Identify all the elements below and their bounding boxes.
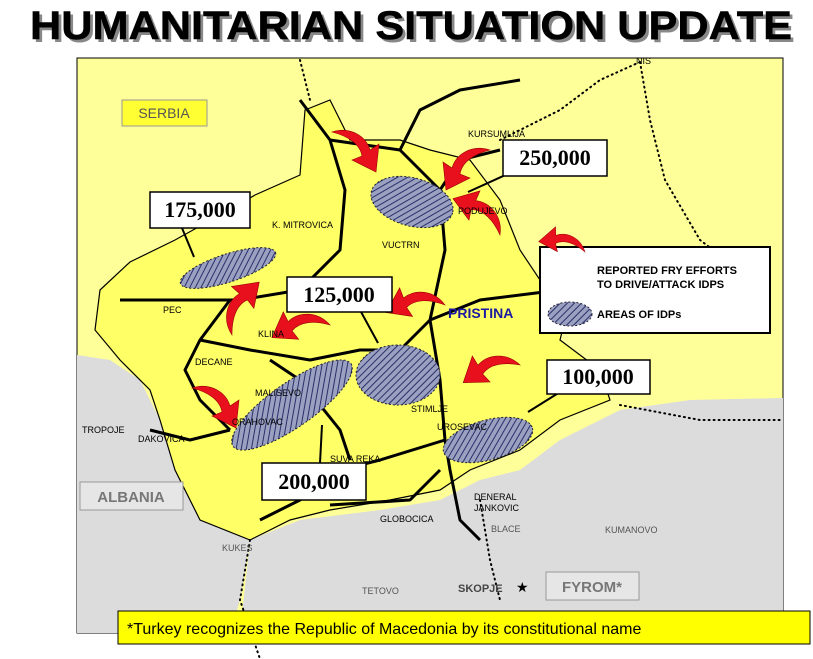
place-label: SKOPJE (458, 583, 503, 595)
idp-count: 175,000 (164, 197, 236, 222)
callout-box (502, 139, 608, 177)
idp-area (370, 175, 454, 229)
place-label: GLOBOCICA (380, 514, 434, 524)
callout-box (546, 359, 651, 395)
place-label: PEC (163, 305, 182, 315)
capital-label: PRISTINA (448, 305, 513, 321)
place-label: SUVA REKA (330, 454, 380, 464)
place-label: TETOVO (362, 586, 399, 596)
place-label: DECANE (195, 357, 233, 367)
title-shadow: HUMANITARIAN SITUATION UPDATE (33, 7, 795, 51)
callout-box (286, 276, 393, 313)
legend-label: REPORTED FRY EFFORTS (597, 265, 737, 277)
legend-idp (547, 301, 593, 327)
callout-box (261, 462, 367, 501)
footnote: *Turkey recognizes the Republic of Maced… (127, 621, 641, 638)
region-box (79, 481, 184, 511)
idp-area (355, 344, 441, 406)
fyrom-area (240, 398, 783, 633)
region-box (545, 571, 640, 601)
place-label: KLINA (258, 329, 284, 339)
idp-count: 200,000 (278, 469, 350, 494)
idp-count: 125,000 (303, 282, 375, 307)
place-label: NIS (636, 56, 651, 66)
place-label: DAKOVICA (138, 434, 185, 444)
place-label: BLACE (491, 524, 521, 534)
place-label: UROSEVAC (437, 422, 487, 432)
region-label: FYROM* (562, 579, 622, 596)
place-label: VUCTRN (382, 240, 420, 250)
footnote-box (117, 610, 811, 645)
star: ★ (516, 579, 529, 595)
border (238, 59, 784, 659)
place-labels: NIS KURSUMLIJA PODUJEVO K. MITROVICA VUC… (82, 56, 658, 596)
place-label: PODUJEVO (458, 206, 508, 216)
region-label: ALBANIA (97, 489, 165, 506)
region-box (121, 99, 208, 127)
idp-area (231, 359, 353, 451)
place-label: DENERAL (474, 492, 517, 502)
place-label: STIMLJE (411, 404, 448, 414)
place-label: KUKES (222, 543, 253, 553)
place-label: KURSUMLIJA (468, 129, 525, 139)
place-label: ORAHOVAC (232, 417, 283, 427)
title: HUMANITARIAN SITUATION UPDATE (30, 4, 792, 48)
place-label: MALISEVO (255, 388, 301, 398)
legend-label: AREAS OF IDPs (597, 309, 681, 321)
idp-count: 250,000 (519, 145, 591, 170)
legend-label: TO DRIVE/ATTACK IDPS (597, 279, 724, 291)
idp-area (179, 247, 277, 289)
idp-area (442, 416, 534, 464)
place-label: JANKOVIC (474, 503, 520, 513)
place-label: KUMANOVO (605, 525, 658, 535)
idp-count: 100,000 (562, 364, 634, 389)
region-label: SERBIA (138, 105, 190, 121)
place-label: TROPOJE (82, 425, 125, 435)
callout-box (149, 191, 251, 229)
place-label: K. MITROVICA (272, 220, 333, 230)
